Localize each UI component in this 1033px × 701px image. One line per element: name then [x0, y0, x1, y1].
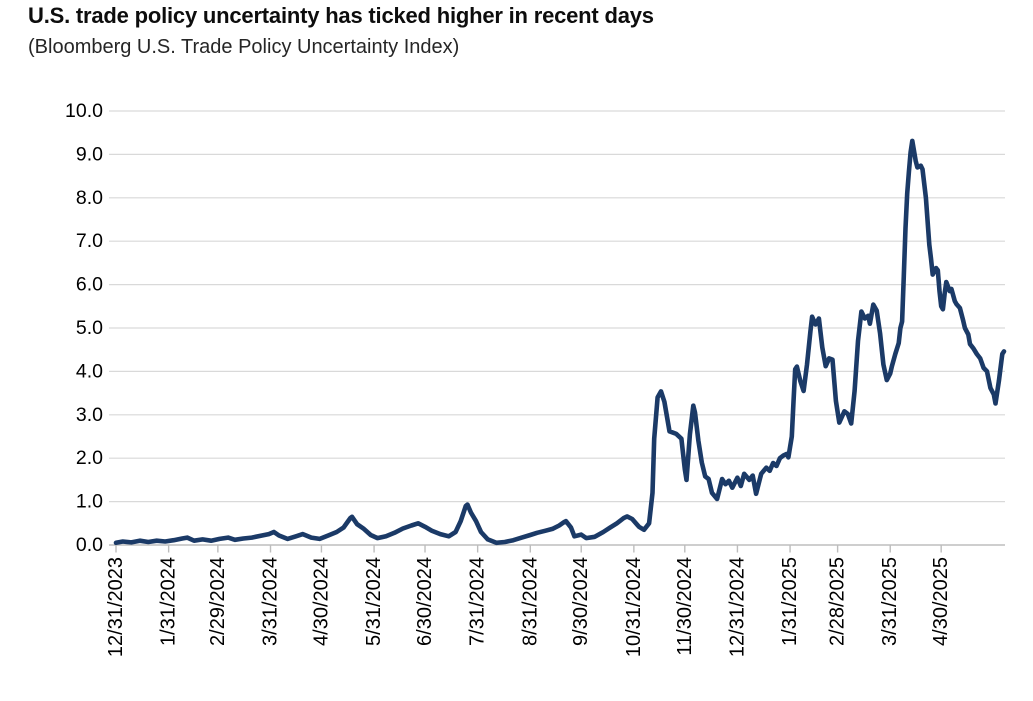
x-tick-label: 10/31/2024 — [623, 557, 645, 657]
x-tick-label: 2/28/2025 — [827, 557, 849, 646]
x-tick-label: 12/31/2023 — [105, 557, 127, 657]
y-tick-label: 1.0 — [76, 491, 103, 513]
y-tick-label: 6.0 — [76, 274, 103, 296]
x-tick-label: 7/31/2024 — [467, 557, 489, 646]
x-tick-label: 12/31/2024 — [726, 557, 748, 657]
x-tick-label: 4/30/2024 — [310, 557, 332, 646]
x-tick-label: 1/31/2024 — [158, 557, 180, 646]
x-tick-label: 8/31/2024 — [519, 557, 541, 646]
y-tick-label: 7.0 — [76, 230, 103, 252]
y-tick-label: 10.0 — [65, 100, 103, 122]
x-tick-label: 3/31/2024 — [260, 557, 282, 646]
x-tick-label: 4/30/2025 — [930, 557, 952, 646]
y-tick-label: 8.0 — [76, 187, 103, 209]
x-tick-label: 5/31/2024 — [363, 557, 385, 646]
y-tick-label: 0.0 — [76, 534, 103, 556]
chart-title: U.S. trade policy uncertainty has ticked… — [28, 3, 654, 28]
x-tick-label: 9/30/2024 — [570, 557, 592, 646]
chart-subtitle: (Bloomberg U.S. Trade Policy Uncertainty… — [28, 36, 460, 58]
x-tick-label: 1/31/2025 — [779, 557, 801, 646]
y-tick-label: 4.0 — [76, 360, 103, 382]
y-tick-label: 2.0 — [76, 447, 103, 469]
y-tick-label: 5.0 — [76, 317, 103, 339]
x-tick-label: 3/31/2025 — [879, 557, 901, 646]
x-tick-label: 2/29/2024 — [207, 557, 229, 646]
x-tick-label: 6/30/2024 — [414, 557, 436, 646]
y-tick-label: 9.0 — [76, 143, 103, 165]
y-tick-label: 3.0 — [76, 404, 103, 426]
uncertainty-index-line — [113, 138, 1007, 546]
x-tick-label: 11/30/2024 — [674, 557, 696, 656]
